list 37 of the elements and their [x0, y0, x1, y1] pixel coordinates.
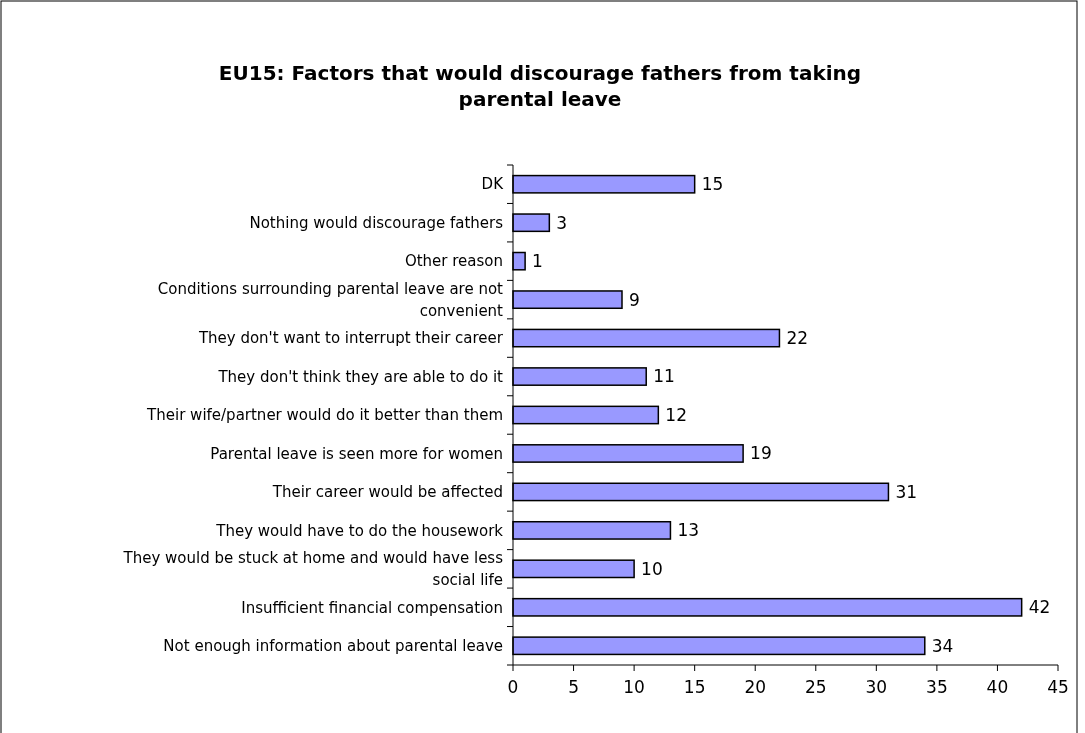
x-tick-label: 25 — [804, 677, 827, 697]
x-tick-label: 5 — [568, 677, 579, 697]
y-tick-label: Conditions surrounding parental leave are not convenient — [157, 279, 504, 320]
y-tick-label: Parental leave is seen more for women — [210, 444, 503, 463]
x-tick-label: 15 — [683, 677, 706, 697]
y-tick-label: Insufficient financial compensation — [241, 598, 503, 617]
y-tick-label: Not enough information about parental leave — [163, 637, 503, 656]
data-label: 34 — [931, 635, 954, 656]
data-label: 22 — [786, 328, 809, 349]
data-label: 19 — [750, 443, 772, 464]
x-tick-label: 0 — [507, 677, 519, 697]
x-tick-label: 30 — [865, 677, 888, 697]
data-label: 12 — [665, 404, 687, 425]
data-label: 42 — [1028, 597, 1051, 618]
y-tick-label: Other reason — [404, 252, 503, 271]
y-tick-label: DK — [481, 175, 505, 194]
data-label: 9 — [629, 289, 640, 310]
x-tick-label: 40 — [986, 677, 1009, 697]
y-tick-label: They don't think they are able to do it — [217, 367, 504, 386]
chart-title: EU15: Factors that would discourage fathers from taking parental leave — [218, 61, 862, 111]
data-label: 15 — [701, 174, 724, 195]
y-tick-label: They don't want to interrupt their career — [197, 329, 504, 348]
y-tick-label: Their wife/partner would do it better than them — [146, 406, 503, 425]
data-label: 10 — [641, 558, 663, 579]
x-tick-label: 10 — [623, 677, 645, 697]
data-label: 11 — [653, 366, 675, 387]
y-tick-label: Nothing would discourage fathers — [249, 213, 504, 232]
x-tick-label: 35 — [926, 677, 948, 697]
y-tick-label: Their career would be affected — [271, 483, 503, 502]
x-tick-label: 20 — [744, 677, 767, 697]
data-label: 3 — [556, 212, 568, 233]
y-tick-label: They would be stuck at home and would have less social life — [122, 549, 504, 590]
y-tick-label: They would have to do the housework — [215, 521, 504, 540]
data-label: 1 — [532, 251, 543, 272]
data-label: 31 — [895, 481, 918, 502]
x-tick-label: 45 — [1047, 677, 1069, 697]
data-label: 13 — [677, 520, 700, 541]
